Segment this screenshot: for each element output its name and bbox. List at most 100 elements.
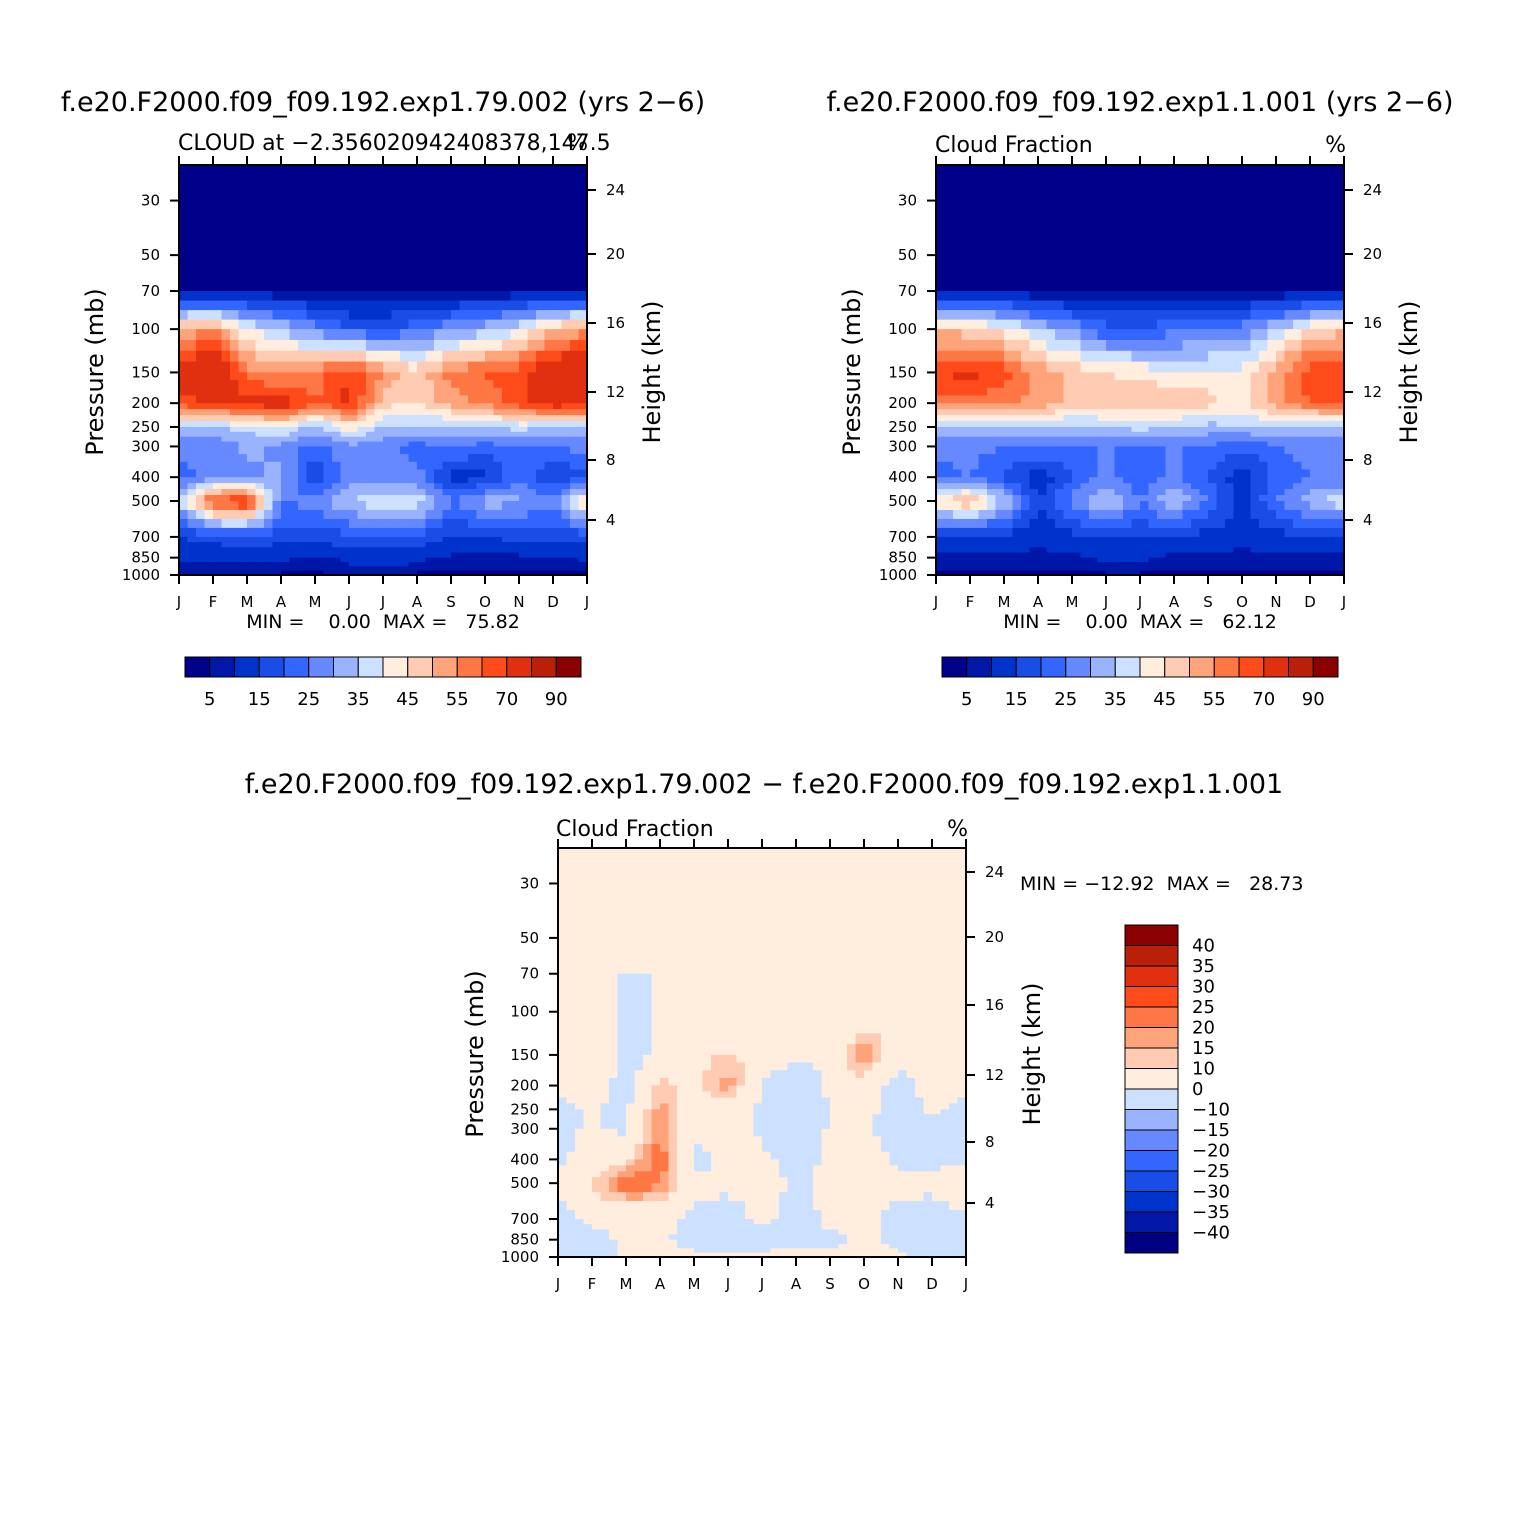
field-cell: [306, 566, 316, 572]
x-tick-label: D: [547, 593, 559, 611]
field-cell: [349, 561, 359, 567]
field-cell: [196, 300, 206, 311]
field-cell: [374, 329, 384, 341]
field-cell: [561, 552, 571, 559]
field-cell: [187, 282, 197, 292]
field-cell: [1284, 415, 1294, 422]
field-cell: [383, 173, 393, 184]
field-cell: [238, 436, 248, 443]
field-cell: [1114, 441, 1124, 448]
field-cell: [578, 227, 588, 243]
field-cell: [366, 339, 376, 352]
field-cell: [1276, 310, 1286, 321]
field-cell: [493, 446, 503, 455]
field-cell: [570, 200, 580, 215]
field-cell: [383, 489, 393, 496]
field-cell: [1165, 182, 1175, 193]
field-cell: [1199, 182, 1209, 193]
field-cell: [459, 264, 469, 274]
field-cell: [527, 421, 537, 428]
field-cell: [417, 319, 427, 330]
field-cell: [953, 255, 963, 265]
field-cell: [978, 350, 988, 363]
field-cell: [1123, 489, 1133, 496]
field-cell: [221, 372, 231, 381]
field-cell: [1114, 542, 1124, 548]
field-cell: [255, 173, 265, 184]
field-cell: [1233, 173, 1243, 184]
field-cell: [970, 395, 980, 404]
field-cell: [536, 518, 546, 529]
field-cell: [1293, 495, 1303, 502]
field-cell: [510, 500, 520, 511]
field-cell: [1301, 552, 1311, 559]
field-cell: [289, 191, 299, 202]
field-cell: [1216, 291, 1226, 302]
field-cell: [1029, 552, 1039, 559]
field-cell: [425, 339, 435, 352]
field-cell: [1021, 300, 1031, 311]
field-cell: [1012, 291, 1022, 302]
field-cell: [1046, 380, 1056, 389]
field-cell: [187, 310, 197, 321]
field-cell: [281, 241, 291, 256]
field-cell: [1089, 387, 1099, 397]
colorbar-box: [432, 656, 458, 678]
field-cell: [323, 557, 333, 563]
field-cell: [298, 566, 308, 572]
field-cell: [961, 182, 971, 193]
field-cell: [1199, 421, 1209, 428]
field-cell: [970, 489, 980, 496]
field-cell: [944, 380, 954, 389]
field-cell: [544, 509, 554, 520]
field-cell: [323, 469, 333, 478]
field-cell: [1157, 431, 1167, 438]
field-cell: [1301, 300, 1311, 311]
field-cell: [298, 395, 308, 404]
field-cell: [502, 403, 512, 410]
field-cell: [1038, 173, 1048, 184]
field-cell: [502, 310, 512, 321]
field-cell: [230, 380, 240, 389]
field-cell: [1233, 339, 1243, 352]
field-cell: [561, 339, 571, 352]
field-cell: [953, 361, 963, 374]
field-cell: [255, 291, 265, 302]
field-cell: [527, 570, 537, 576]
field-cell: [1284, 536, 1294, 543]
field-cell: [306, 421, 316, 428]
field-cell: [1080, 431, 1090, 438]
field-cell: [1097, 446, 1107, 455]
field-cell: [485, 319, 495, 330]
field-cell: [383, 214, 393, 229]
field-cell: [417, 415, 427, 422]
field-cell: [332, 395, 342, 404]
field-cell: [1029, 191, 1039, 202]
field-cell: [936, 477, 946, 484]
field-cell: [995, 361, 1005, 374]
field-cell: [1165, 461, 1175, 471]
field-cell: [502, 527, 512, 538]
field-cell: [561, 182, 571, 193]
field-cell: [451, 291, 461, 302]
field-cell: [1038, 566, 1048, 572]
field-cell: [978, 500, 988, 511]
field-cell: [1097, 319, 1107, 330]
field-cell: [987, 173, 997, 184]
field-cell: [1029, 469, 1039, 478]
field-cell: [1174, 542, 1184, 548]
field-cell: [374, 409, 384, 416]
field-cell: [1021, 200, 1031, 215]
field-cell: [272, 241, 282, 256]
field-cell: [485, 165, 495, 175]
field-cell: [476, 441, 486, 448]
field-cell: [272, 372, 282, 381]
field-cell: [1157, 426, 1167, 433]
field-cell: [485, 561, 495, 567]
field-cell: [1165, 173, 1175, 184]
field-cell: [434, 495, 444, 502]
field-cell: [196, 350, 206, 363]
field-cell: [1046, 527, 1056, 538]
field-cell: [315, 454, 325, 463]
